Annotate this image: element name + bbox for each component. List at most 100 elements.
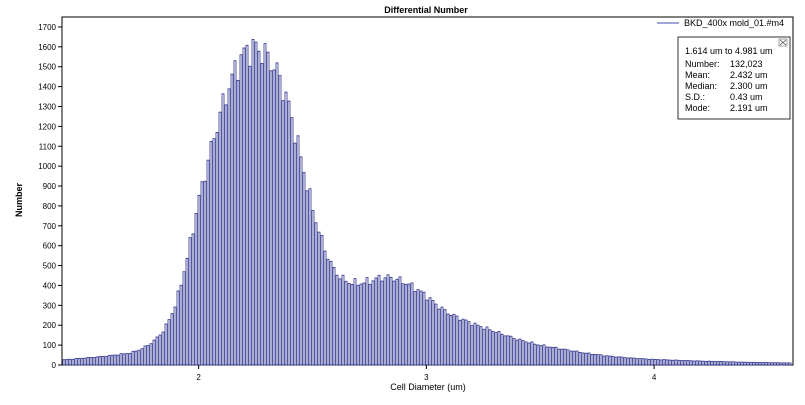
histogram-bar <box>452 313 456 366</box>
histogram-bar <box>524 341 528 366</box>
histogram-bar <box>254 41 258 366</box>
x-axis-label: Cell Diameter (um) <box>390 382 466 392</box>
histogram-bar <box>209 140 213 366</box>
histogram-bar <box>365 277 369 366</box>
histogram-bar <box>194 212 198 366</box>
histogram-bar <box>740 361 744 366</box>
histogram-bar <box>89 356 93 366</box>
histogram-bar <box>281 100 285 366</box>
histogram-bar <box>338 278 342 366</box>
histogram-bar <box>227 88 231 366</box>
histogram-bar <box>458 319 462 366</box>
y-tick-label: 400 <box>43 281 57 290</box>
histogram-bar <box>743 361 747 366</box>
histogram-bar <box>776 362 780 366</box>
stats-box <box>677 36 791 120</box>
histogram-bar <box>179 284 183 366</box>
histogram-bar <box>377 274 381 366</box>
histogram-bar <box>122 353 126 366</box>
histogram-bar <box>464 319 468 366</box>
histogram-bar <box>215 132 219 366</box>
histogram-bar <box>230 73 234 366</box>
histogram-bar <box>188 237 192 366</box>
histogram-bar <box>290 117 294 366</box>
histogram-bar <box>374 277 378 366</box>
histogram-bar <box>617 356 621 366</box>
y-tick-label: 1700 <box>38 23 56 32</box>
histogram-bar <box>554 346 558 366</box>
histogram-bar <box>176 290 180 366</box>
stats-label: Mode: <box>685 103 710 113</box>
histogram-bar <box>650 358 654 366</box>
histogram-bar <box>371 280 375 366</box>
histogram-bar <box>593 353 597 366</box>
histogram-bar <box>104 356 108 366</box>
histogram-bar <box>647 359 651 366</box>
y-tick-label: 600 <box>43 242 57 251</box>
x-tick-label: 4 <box>652 373 657 382</box>
histogram-bar <box>605 355 609 366</box>
y-tick-label: 200 <box>43 321 57 330</box>
histogram-bar <box>80 357 84 366</box>
histogram-bar <box>272 69 276 366</box>
histogram-bar <box>314 222 318 366</box>
histogram-bar <box>680 360 684 366</box>
histogram-bar <box>287 100 291 366</box>
histogram-bar <box>359 283 363 366</box>
y-axis-ticks: 0 100 200 300 400 500 600 700 800 900 1000 1100 1200… <box>38 23 62 370</box>
histogram-bar <box>533 343 537 366</box>
histogram-bar <box>659 359 663 366</box>
histogram-bar <box>722 361 726 366</box>
histogram-bar <box>110 354 114 366</box>
histogram-bar <box>608 355 612 366</box>
histogram-bar <box>434 303 438 366</box>
histogram-bar <box>467 321 471 366</box>
histogram-bar <box>611 355 615 366</box>
histogram-bar <box>341 274 345 366</box>
histogram-bar <box>638 358 642 366</box>
y-tick-label: 300 <box>43 301 57 310</box>
histogram-bar <box>704 360 708 366</box>
histogram-bar <box>305 190 309 366</box>
histogram-bar <box>536 344 540 366</box>
histogram-bar <box>623 357 627 366</box>
histogram-bar <box>161 331 165 366</box>
y-tick-label: 0 <box>52 361 57 370</box>
histogram-bar <box>455 315 459 366</box>
histogram-bar <box>614 356 618 366</box>
histogram-bar <box>284 91 288 366</box>
y-tick-label: 1200 <box>38 122 56 131</box>
histogram-bar <box>476 324 480 366</box>
histogram-bar <box>785 362 789 366</box>
histogram-bar <box>488 329 492 366</box>
histogram-bar <box>734 361 738 366</box>
histogram-bar <box>263 43 267 366</box>
histogram-bar <box>119 353 123 366</box>
histogram-bar <box>515 339 519 366</box>
histogram-bar <box>461 318 465 366</box>
histogram-bar <box>212 138 216 366</box>
histogram-bar <box>503 335 507 366</box>
histogram-bar <box>773 362 777 366</box>
histogram-bar <box>551 346 555 366</box>
histogram-bar <box>632 357 636 366</box>
histogram-bar <box>428 297 432 366</box>
histogram-bar <box>101 355 105 366</box>
histogram-bar <box>509 335 513 366</box>
histogram-bar <box>548 346 552 366</box>
histogram-bar <box>173 306 177 366</box>
histogram-bar <box>350 284 354 366</box>
histogram-bar <box>749 361 753 366</box>
histogram-bar <box>689 360 693 366</box>
stats-value: 132,023 <box>730 59 763 69</box>
histogram-bar <box>716 361 720 366</box>
histogram-bar <box>134 350 138 366</box>
histogram-bar <box>200 181 204 366</box>
histogram-bar <box>203 180 207 366</box>
histogram-bar <box>626 357 630 366</box>
histogram-bar <box>746 361 750 366</box>
histogram-bar <box>356 284 360 366</box>
histogram-bar <box>566 349 570 366</box>
histogram-bar <box>83 357 87 366</box>
y-tick-label: 1600 <box>38 43 56 52</box>
